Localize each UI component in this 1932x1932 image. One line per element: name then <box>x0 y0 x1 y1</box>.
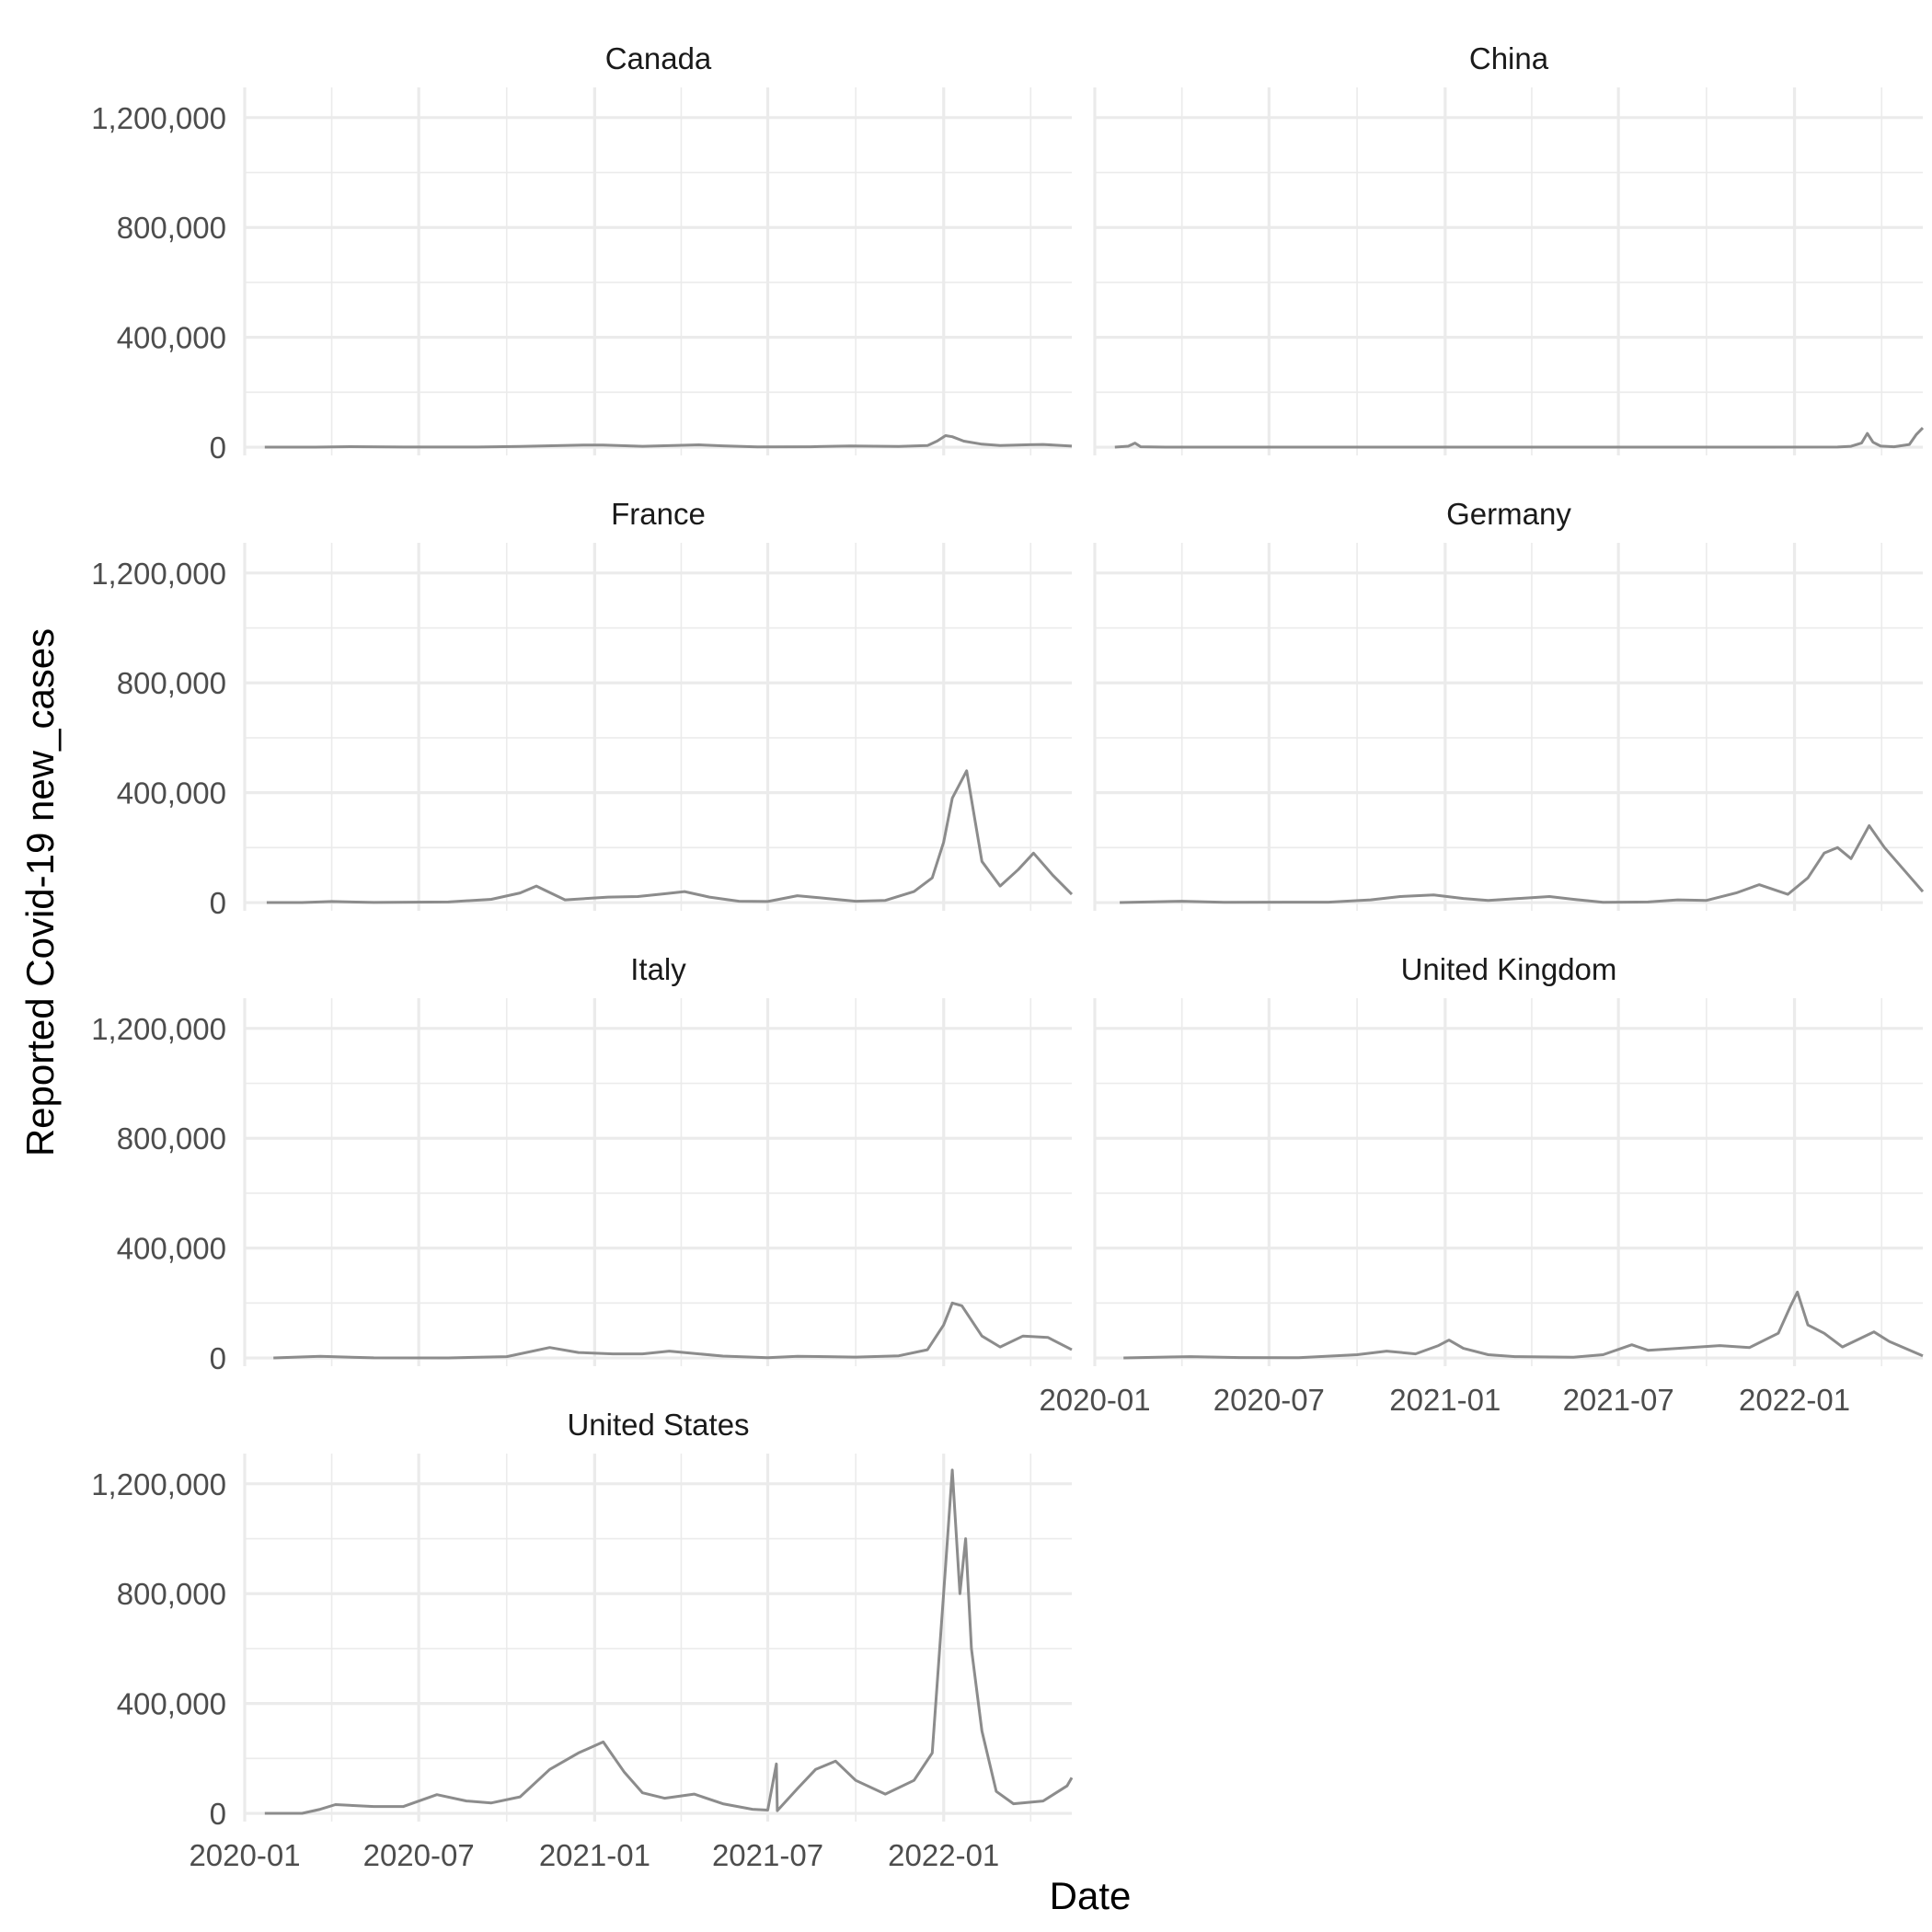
series-line-united-kingdom <box>1123 1290 1924 1360</box>
y-tick-label: 400,000 <box>117 1687 226 1721</box>
facet-title-italy: Italy <box>630 952 686 986</box>
facet-italy: Italy 0 400,000 800,000 1,200,000 <box>91 952 1073 1375</box>
y-tick-label: 0 <box>210 431 226 465</box>
facet-united-kingdom: United Kingdom 2020-01 2020-07 2021-01 2021-… <box>1039 952 1924 1417</box>
y-tick-label: 1,200,000 <box>91 557 226 591</box>
y-tick-label: 1,200,000 <box>91 1012 226 1046</box>
facet-france: France 0 400,000 800,000 1,200,000 <box>91 497 1074 920</box>
y-tick-label: 800,000 <box>117 1121 226 1156</box>
y-tick-label: 400,000 <box>117 776 226 811</box>
x-tick-label: 2021-01 <box>1389 1383 1501 1417</box>
facet-germany: Germany <box>1093 497 1925 911</box>
y-tick-label: 400,000 <box>117 1232 226 1266</box>
x-tick-label: 2021-07 <box>712 1838 823 1872</box>
x-tick-label: 2022-01 <box>1739 1383 1850 1417</box>
y-tick-label: 0 <box>210 1797 226 1831</box>
facet-title-germany: Germany <box>1446 497 1571 531</box>
series-line-china <box>1114 427 1925 449</box>
x-tick-label: 2022-01 <box>888 1838 999 1872</box>
facet-title-united-kingdom: United Kingdom <box>1401 952 1617 986</box>
facet-china: China <box>1093 41 1925 455</box>
y-tick-label: 1,200,000 <box>91 1467 226 1501</box>
facet-title-china: China <box>1469 41 1549 75</box>
facet-title-canada: Canada <box>605 41 712 75</box>
y-tick-label: 800,000 <box>117 1577 226 1611</box>
x-tick-label: 2020-01 <box>1039 1383 1150 1417</box>
x-tick-label: 2021-07 <box>1563 1383 1674 1417</box>
series-line-italy <box>273 1301 1073 1360</box>
facet-title-france: France <box>611 497 706 531</box>
x-tick-label: 2020-07 <box>363 1838 475 1872</box>
series-line-france <box>266 769 1074 904</box>
series-line-germany <box>1120 824 1925 904</box>
y-tick-label: 0 <box>210 1341 226 1375</box>
facet-title-united-states: United States <box>567 1408 749 1442</box>
facet-panels: Canada 0 400,000 800,000 1,200,000 China Franc… <box>91 41 1925 1872</box>
y-tick-label: 800,000 <box>117 666 226 700</box>
facet-united-states: United States 0 400,000 800,000 1,200,000 202… <box>91 1408 1074 1872</box>
facet-canada: Canada 0 400,000 800,000 1,200,000 <box>91 41 1073 465</box>
y-tick-label: 0 <box>210 886 226 920</box>
series-line-united-states <box>264 1468 1074 1815</box>
x-tick-label: 2021-01 <box>539 1838 650 1872</box>
y-tick-label: 1,200,000 <box>91 101 226 135</box>
y-tick-label: 400,000 <box>117 321 226 355</box>
x-tick-label: 2020-01 <box>189 1838 300 1872</box>
y-tick-label: 800,000 <box>117 211 226 245</box>
series-line-canada <box>264 434 1073 449</box>
x-axis-title: Date <box>1050 1874 1132 1917</box>
y-axis-title: Reported Covid-19 new_cases <box>18 628 62 1156</box>
x-tick-label: 2020-07 <box>1213 1383 1325 1417</box>
